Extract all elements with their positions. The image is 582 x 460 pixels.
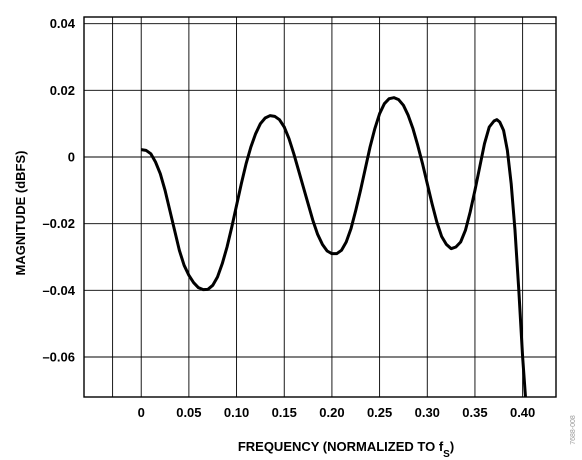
x-tick-label: 0 xyxy=(138,405,145,420)
x-axis-title: FREQUENCY (NORMALIZED TO fS) xyxy=(238,439,454,460)
x-tick-label: 0.05 xyxy=(176,405,201,420)
plot-frame xyxy=(83,16,557,398)
series-layer xyxy=(141,96,527,398)
y-axis-title: MAGNITUDE (dBFS) xyxy=(13,151,28,276)
y-tick-label: –0.04 xyxy=(42,283,75,298)
grid-lines xyxy=(83,17,557,397)
y-tick-label: –0.06 xyxy=(42,350,75,365)
y-axis-tick-labels: 0.04 0.02 0 –0.02 –0.04 –0.06 xyxy=(42,16,75,364)
x-axis-title-subscript: S xyxy=(443,449,450,460)
x-tick-label: 0.35 xyxy=(462,405,487,420)
x-tick-label: 0.30 xyxy=(415,405,440,420)
x-tick-label: 0.40 xyxy=(510,405,535,420)
y-tick-label: –0.02 xyxy=(42,216,75,231)
y-tick-label: 0 xyxy=(68,150,75,165)
x-tick-label: 0.15 xyxy=(272,405,297,420)
x-tick-label: 0.20 xyxy=(319,405,344,420)
y-tick-label: 0.04 xyxy=(50,16,76,31)
y-tick-label: 0.02 xyxy=(50,83,75,98)
x-axis-title-close: ) xyxy=(450,439,454,454)
x-axis-tick-labels: 0 0.05 0.10 0.15 0.20 0.25 0.30 0.35 0.40 xyxy=(138,405,536,420)
magnitude-response-curve xyxy=(141,96,527,398)
figure-code: 7688-008 xyxy=(570,415,577,445)
x-tick-label: 0.25 xyxy=(367,405,392,420)
x-tick-label: 0.10 xyxy=(224,405,249,420)
